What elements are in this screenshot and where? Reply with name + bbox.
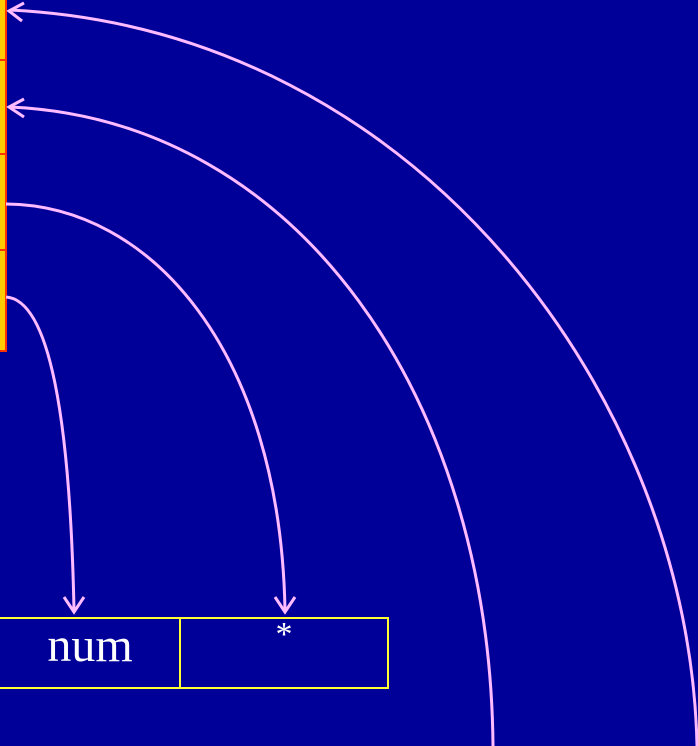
pointer-arrows: [5, 1, 698, 746]
arrow-to-stack-slot-2: [9, 105, 495, 746]
stack-frame: [0, 0, 7, 352]
arrow-to-stack-slot-1: [9, 8, 698, 746]
stack-frame-border: [0, 0, 7, 352]
record-cells: [0, 617, 389, 689]
cell-num-label: num: [47, 619, 133, 672]
arrow-to-star: [5, 202, 287, 611]
arrowhead-icon: [6, 97, 25, 119]
arrowhead-icon: [62, 596, 86, 615]
arrowhead-icon: [6, 1, 25, 23]
arrow-to-num: [5, 295, 76, 611]
arrowhead-icon: [273, 596, 297, 615]
cell-star-box: [179, 617, 389, 689]
cell-star-label: *: [275, 616, 293, 653]
